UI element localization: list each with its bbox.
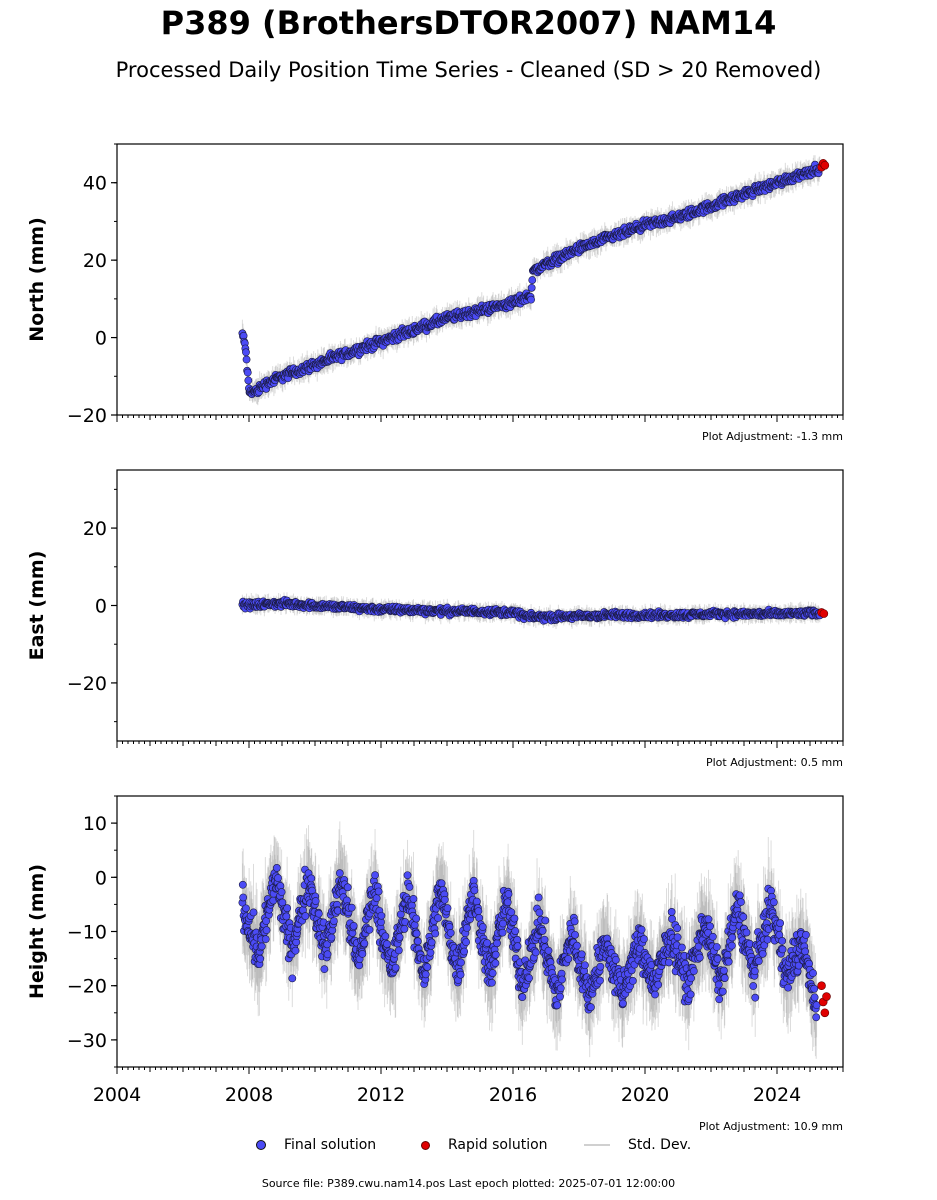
y-axis-label: North (mm) bbox=[26, 217, 48, 342]
rapid-point bbox=[820, 160, 830, 170]
final-point bbox=[243, 368, 252, 377]
y-tick-label: 20 bbox=[83, 518, 107, 540]
final-point bbox=[527, 283, 536, 292]
chart-title: P389 (BrothersDTOR2007) NAM14 bbox=[160, 4, 777, 42]
y-tick-label: 0 bbox=[95, 596, 107, 618]
final-point bbox=[242, 348, 250, 357]
final-points bbox=[238, 595, 824, 625]
plot-adjustment: Plot Adjustment: -1.3 mm bbox=[702, 430, 843, 443]
panel-2-data bbox=[238, 821, 831, 1059]
final-point bbox=[527, 295, 535, 304]
y-tick-label: −20 bbox=[67, 673, 107, 695]
rapid-point bbox=[819, 609, 829, 618]
final-points bbox=[238, 160, 824, 398]
panel-1-data bbox=[238, 592, 829, 630]
final-point bbox=[244, 376, 253, 385]
y-tick-label: 40 bbox=[83, 173, 107, 195]
panel-0-data bbox=[238, 155, 830, 406]
panel-0-frame bbox=[116, 143, 844, 416]
y-axis-label: East (mm) bbox=[26, 551, 48, 661]
final-point bbox=[242, 355, 251, 364]
y-tick-label: 0 bbox=[95, 328, 107, 350]
y-tick-label: 20 bbox=[83, 250, 107, 272]
final-point bbox=[528, 276, 537, 284]
y-tick-label: −20 bbox=[67, 405, 107, 427]
chart-subtitle: Processed Daily Position Time Series - C… bbox=[115, 58, 822, 82]
plot-adjustment: Plot Adjustment: 0.5 mm bbox=[706, 756, 843, 769]
